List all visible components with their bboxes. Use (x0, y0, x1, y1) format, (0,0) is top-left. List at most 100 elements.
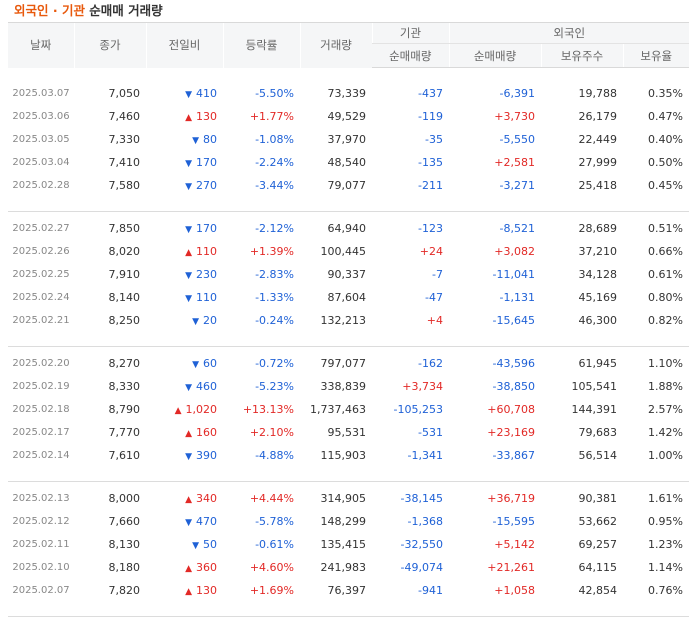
date-cell: 2025.03.07 (12, 88, 70, 99)
inst-net-cell: -531 (418, 426, 443, 439)
rate-cell: -3.44% (255, 179, 294, 192)
change-value: 110 (196, 245, 217, 258)
close-cell: 7,580 (108, 179, 141, 192)
rate-cell: -1.33% (255, 291, 294, 304)
table-row: 2025.02.27 7,850 ▼ 170 -2.12% 64,940 -123 -8,52… (8, 212, 689, 241)
volume-cell: 87,604 (327, 291, 367, 304)
date-cell: 2025.02.27 (12, 223, 70, 234)
rate-cell: +1.77% (249, 110, 294, 123)
rate-cell: +4.44% (249, 492, 294, 505)
triangle-down-icon: ▼ (185, 90, 192, 100)
foreign-net-cell: -3,271 (499, 179, 535, 192)
header-foreign-group: 외국인 (448, 22, 689, 44)
volume-cell: 1,737,463 (310, 403, 366, 416)
date-cell: 2025.02.12 (12, 516, 70, 527)
header-change: 전일비 (145, 22, 223, 68)
close-cell: 8,790 (108, 403, 141, 416)
date-cell: 2025.02.20 (12, 358, 70, 369)
table-row: 2025.02.28 7,580 ▼ 270 -3.44% 79,077 -211 -3,27… (8, 174, 689, 202)
change-cell: ▲ 340 (146, 482, 223, 511)
table-row: 2025.02.13 8,000 ▲ 340 +4.44% 314,905 -38,145 +… (8, 482, 689, 511)
ratio-cell: 1.88% (648, 380, 683, 393)
change-value: 470 (196, 515, 217, 528)
close-cell: 7,910 (108, 268, 141, 281)
holdings-cell: 105,541 (571, 380, 618, 393)
change-cell: ▼ 60 (146, 347, 223, 376)
date-cell: 2025.03.04 (12, 157, 70, 168)
volume-cell: 797,077 (320, 357, 367, 370)
close-cell: 7,850 (108, 222, 141, 235)
close-cell: 7,410 (108, 156, 141, 169)
foreign-net-cell: -33,867 (492, 449, 535, 462)
ratio-cell: 1.14% (648, 561, 683, 574)
change-value: 50 (203, 538, 217, 551)
table-row: 2025.03.04 7,410 ▼ 170 -2.24% 48,540 -135 +2,58… (8, 151, 689, 174)
volume-cell: 73,339 (327, 87, 367, 100)
inst-net-cell: -941 (418, 584, 443, 597)
rate-cell: -2.12% (255, 222, 294, 235)
change-cell: ▼ 410 (146, 77, 223, 105)
table-row: 2025.02.19 8,330 ▼ 460 -5.23% 338,839 +3,734 -3… (8, 375, 689, 398)
date-cell: 2025.02.14 (12, 450, 70, 461)
volume-cell: 64,940 (327, 222, 367, 235)
foreign-net-cell: -43,596 (492, 357, 535, 370)
triangle-down-icon: ▼ (185, 383, 192, 393)
change-value: 270 (196, 179, 217, 192)
volume-cell: 132,213 (320, 314, 367, 327)
holdings-cell: 22,449 (578, 133, 618, 146)
inst-net-cell: -7 (432, 268, 443, 281)
close-cell: 8,000 (108, 492, 141, 505)
triangle-down-icon: ▼ (185, 294, 192, 304)
table-row: 2025.02.07 7,820 ▲ 130 +1.69% 76,397 -941 +1,05… (8, 579, 689, 607)
foreign-net-cell: +23,169 (487, 426, 535, 439)
separator-line (8, 337, 689, 347)
ratio-cell: 0.35% (648, 87, 683, 100)
volume-cell: 95,531 (327, 426, 367, 439)
table-header: 날짜 종가 전일비 등락률 거래량 기관 외국인 순매매량 순매매량 보유주수 … (8, 22, 689, 68)
change-cell: ▼ 20 (146, 309, 223, 337)
change-value: 110 (196, 291, 217, 304)
close-cell: 8,140 (108, 291, 141, 304)
inst-net-cell: -32,550 (400, 538, 443, 551)
inst-net-cell: -49,074 (400, 561, 443, 574)
close-cell: 8,330 (108, 380, 141, 393)
close-cell: 7,050 (108, 87, 141, 100)
date-cell: 2025.02.13 (12, 493, 70, 504)
holdings-cell: 53,662 (578, 515, 618, 528)
table-row: 2025.03.07 7,050 ▼ 410 -5.50% 73,339 -437 -6,39… (8, 77, 689, 105)
foreign-net-cell: +1,058 (494, 584, 535, 597)
ratio-cell: 0.51% (648, 222, 683, 235)
triangle-down-icon: ▼ (192, 360, 199, 370)
change-cell: ▲ 360 (146, 556, 223, 579)
holdings-cell: 28,689 (578, 222, 618, 235)
date-cell: 2025.02.17 (12, 427, 70, 438)
change-value: 460 (196, 380, 217, 393)
change-cell: ▲ 130 (146, 105, 223, 128)
inst-net-cell: -135 (418, 156, 443, 169)
close-cell: 7,330 (108, 133, 141, 146)
date-cell: 2025.02.10 (12, 562, 70, 573)
table-row: 2025.02.24 8,140 ▼ 110 -1.33% 87,604 -47 -1,131… (8, 286, 689, 309)
date-cell: 2025.02.07 (12, 585, 70, 596)
date-cell: 2025.03.06 (12, 111, 70, 122)
close-cell: 8,270 (108, 357, 141, 370)
rate-cell: +1.69% (249, 584, 294, 597)
table-row: 2025.02.20 8,270 ▼ 60 -0.72% 797,077 -162 -43,5… (8, 347, 689, 376)
separator-line (8, 202, 689, 212)
rate-cell: -2.83% (255, 268, 294, 281)
inst-net-cell: -1,368 (407, 515, 443, 528)
foreign-net-cell: +3,730 (494, 110, 535, 123)
date-cell: 2025.02.21 (12, 315, 70, 326)
ratio-cell: 1.61% (648, 492, 683, 505)
volume-cell: 37,970 (327, 133, 367, 146)
group-separator (8, 202, 689, 212)
foreign-net-cell: +5,142 (494, 538, 535, 551)
header-ratio: 보유율 (622, 43, 689, 68)
change-cell: ▲ 1,020 (146, 398, 223, 421)
volume-cell: 48,540 (327, 156, 367, 169)
triangle-down-icon: ▼ (185, 271, 192, 281)
page-title: 외국인 · 기관 순매매 거래량 (0, 0, 697, 22)
change-cell: ▼ 230 (146, 263, 223, 286)
table-row: 2025.02.18 8,790 ▲ 1,020 +13.13% 1,737,463 -10… (8, 398, 689, 421)
holdings-cell: 56,514 (578, 449, 618, 462)
